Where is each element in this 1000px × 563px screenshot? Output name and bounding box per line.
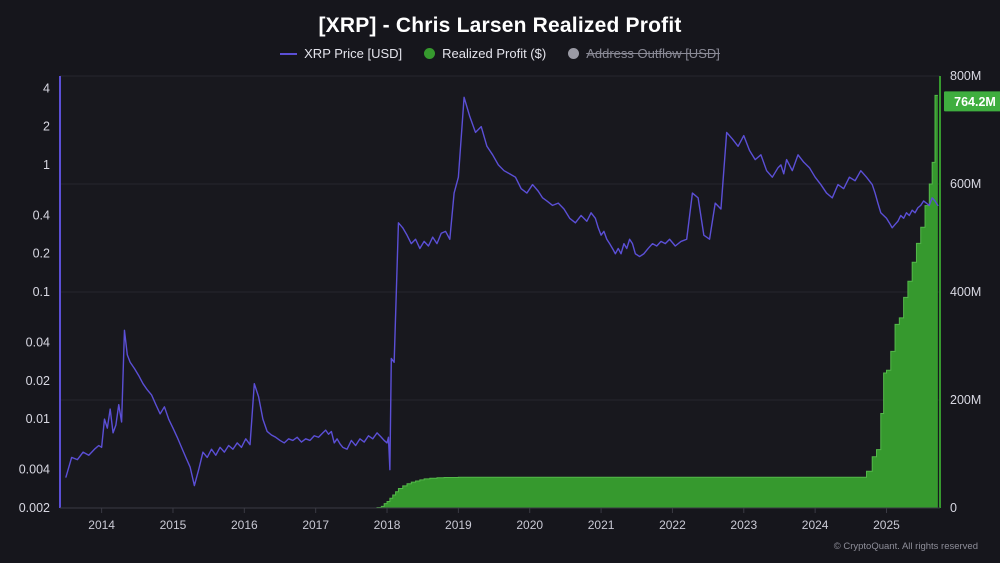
y-axis-left-tick: 0.002 [19,501,50,515]
y-axis-right-tick: 400M [950,285,981,299]
current-value-badge: 764.2M [944,91,1000,112]
dot-marker-icon [424,48,436,59]
y-axis-left-tick: 0.01 [26,412,50,426]
y-axis-left-tick: 1 [43,158,50,172]
y-axis-left-tick: 0.004 [19,463,50,477]
legend-item-address-outflow[interactable]: Address Outflow [USD] [568,46,720,61]
line-marker-icon [280,52,298,55]
legend-label-xrp-price: XRP Price [USD] [304,46,403,61]
y-axis-left-tick: 2 [43,120,50,134]
x-axis-tick: 2025 [873,518,900,532]
x-axis-tick: 2020 [516,518,543,532]
current-value-badge-text: 764.2M [954,95,996,109]
y-axis-right-tick: 0 [950,501,957,515]
x-axis-tick: 2022 [659,518,686,532]
x-axis-tick: 2017 [302,518,329,532]
x-axis-tick: 2023 [730,518,757,532]
chart-legend: XRP Price [USD] Realized Profit ($) Addr… [0,46,1000,61]
x-axis-tick: 2024 [802,518,829,532]
x-axis-tick: 2015 [160,518,187,532]
page-title: [XRP] - Chris Larsen Realized Profit [318,14,682,37]
x-axis-tick: 2021 [588,518,615,532]
y-axis-left-tick: 0.04 [26,336,50,350]
x-axis-tick: 2016 [231,518,258,532]
x-axis-tick: 2019 [445,518,472,532]
copyright-footer: © CryptoQuant. All rights reserved [833,541,978,552]
y-axis-right-tick: 800M [950,69,981,83]
y-axis-left-tick: 0.4 [33,208,50,222]
legend-label-realized-profit: Realized Profit ($) [442,46,547,61]
y-axis-left-tick: 0.1 [33,285,50,299]
x-axis-tick: 2018 [374,518,401,532]
legend-item-realized-profit[interactable]: Realized Profit ($) [424,46,546,61]
y-axis-right-tick: 200M [950,393,981,407]
y-axis-left-tick: 0.02 [26,374,50,388]
y-axis-left-tick: 4 [43,81,50,95]
y-axis-right-tick: 600M [950,177,981,191]
y-axis-left-tick: 0.2 [33,247,50,261]
x-axis-tick: 2014 [88,518,115,532]
dot-marker-disabled-icon [568,48,580,59]
legend-item-xrp-price[interactable]: XRP Price [USD] [280,46,402,61]
legend-label-address-outflow: Address Outflow [USD] [586,46,720,61]
